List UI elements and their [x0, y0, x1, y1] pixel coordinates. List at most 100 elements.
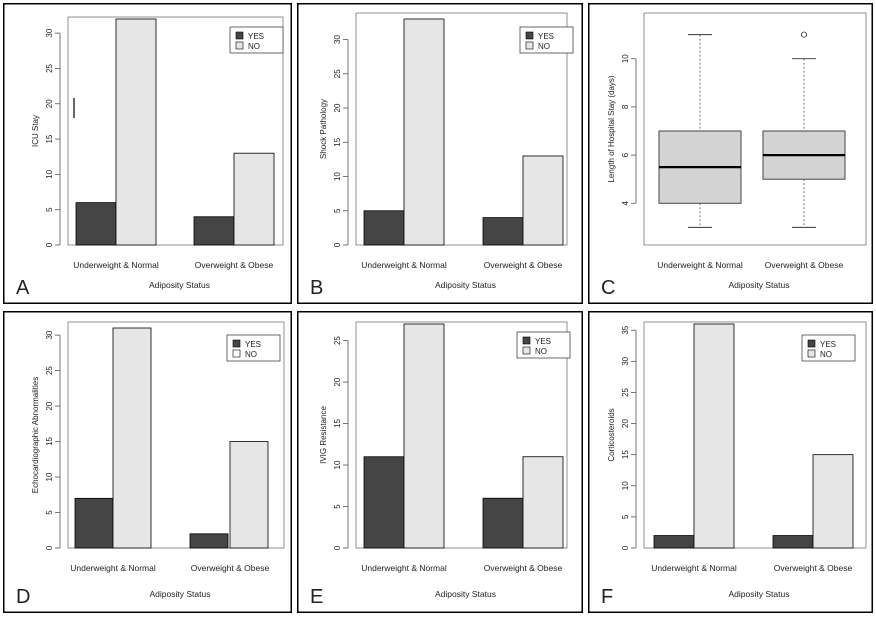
bar-yes	[74, 497, 114, 549]
y-tick-label: 30	[45, 330, 54, 339]
legend-swatch	[232, 339, 241, 348]
bar-yes	[189, 533, 229, 549]
x-category-label: Underweight & Normal	[361, 260, 447, 270]
legend-swatch	[522, 336, 531, 345]
y-tick-label: 25	[333, 69, 342, 78]
chart-a: 0 5 10 15 20 25 30 ICU Stay Underweight & Normal…	[3, 3, 292, 304]
legend-label: NO	[248, 42, 260, 51]
legend-label: YES	[535, 337, 551, 346]
bar-no	[403, 323, 445, 549]
y-tick-label: 4	[621, 200, 630, 205]
y-axis-label: Shock Pathology	[319, 99, 328, 159]
y-tick-label: 25	[45, 63, 54, 72]
y-tick-label: 30	[621, 356, 630, 365]
x-axis-label: Adiposity Status	[729, 589, 790, 599]
legend-swatch	[235, 41, 244, 50]
legend-swatch	[807, 339, 816, 348]
panel-letter: C	[601, 277, 615, 299]
x-category-label: Overweight & Obese	[765, 260, 844, 270]
y-tick-label: 0	[333, 545, 342, 550]
panel-c: 4 6 8 10 Length of Hospital Stay (days) Under…	[588, 3, 873, 304]
plot-area	[643, 12, 867, 246]
x-category-label: Underweight & Normal	[651, 563, 737, 573]
y-tick-label: 20	[333, 103, 342, 112]
legend-label: NO	[538, 42, 550, 51]
legend-swatch	[232, 349, 241, 358]
x-axis-label: Adiposity Status	[150, 589, 211, 599]
chart-f: 0 5 10 15 20 25 30 35 Corticosteroids Underweight…	[588, 311, 873, 613]
y-tick-label: 25	[621, 387, 630, 396]
x-category-label: Underweight & Normal	[657, 260, 743, 270]
y-axis-label: ICU Stay	[31, 115, 40, 147]
x-category-label: Underweight & Normal	[361, 563, 447, 573]
y-tick-label: 5	[333, 504, 342, 509]
x-axis-label: Adiposity Status	[149, 280, 210, 290]
panel-f: 0 5 10 15 20 25 30 35 Corticosteroids Underweight…	[588, 311, 873, 613]
y-tick-label: 0	[45, 242, 54, 247]
panel-b: 0 5 10 15 20 25 30 Shock Pathology Underweight &…	[297, 3, 583, 304]
legend-label: YES	[538, 32, 554, 41]
legend-swatch	[235, 31, 244, 40]
x-category-label: Overweight & Obese	[484, 563, 563, 573]
y-tick-label: 10	[45, 169, 54, 178]
legend-label: NO	[820, 350, 832, 359]
bar-yes	[772, 535, 814, 549]
y-tick-label: 15	[621, 450, 630, 459]
y-tick-label: 25	[333, 336, 342, 345]
y-tick-label: 5	[621, 514, 630, 519]
panel-letter: F	[601, 586, 613, 608]
y-tick-label: 0	[333, 242, 342, 247]
chart-b: 0 5 10 15 20 25 30 Shock Pathology Underweight &…	[297, 3, 583, 304]
panel-letter: D	[16, 586, 30, 608]
y-tick-label: 5	[45, 207, 54, 212]
bar-no	[229, 441, 269, 549]
bar-no	[403, 18, 445, 246]
y-tick-label: 15	[45, 437, 54, 446]
bar-yes	[482, 497, 524, 549]
bar-no	[522, 456, 564, 549]
x-category-label: Overweight & Obese	[195, 260, 274, 270]
y-tick-label: 10	[45, 472, 54, 481]
plot-area	[355, 321, 568, 549]
panel-e: 0 5 10 15 20 25 IVIG Resistance Underweight & N…	[297, 311, 583, 613]
legend-label: YES	[248, 32, 264, 41]
panel-d: 0 5 10 15 20 25 30 Echocardiographic Abnormalit…	[3, 311, 292, 613]
legend-swatch	[525, 31, 534, 40]
bar-no	[233, 152, 275, 246]
y-tick-label: 10	[333, 460, 342, 469]
bar-yes	[482, 217, 524, 246]
y-tick-label: 0	[621, 545, 630, 550]
y-tick-label: 30	[45, 28, 54, 37]
y-tick-label: 25	[45, 366, 54, 375]
y-tick-label: 20	[621, 419, 630, 428]
y-tick-label: 5	[333, 208, 342, 213]
legend-label: NO	[535, 347, 547, 356]
legend-swatch	[522, 346, 531, 355]
x-category-label: Underweight & Normal	[70, 563, 156, 573]
y-tick-label: 5	[45, 510, 54, 515]
bar-yes	[363, 210, 405, 246]
y-axis-label: Corticosteroids	[607, 408, 616, 461]
panel-letter: A	[16, 277, 30, 299]
bar-yes	[193, 216, 235, 246]
x-axis-label: Adiposity Status	[435, 280, 496, 290]
x-axis-label: Adiposity Status	[435, 589, 496, 599]
y-tick-label: 10	[621, 481, 630, 490]
bar-yes	[363, 456, 405, 549]
y-tick-label: 20	[45, 401, 54, 410]
x-category-label: Overweight & Obese	[774, 563, 853, 573]
panel-a: 0 5 10 15 20 25 30 ICU Stay Underweight & Normal…	[3, 3, 292, 304]
chart-e: 0 5 10 15 20 25 IVIG Resistance Underweight & N…	[297, 311, 583, 613]
bar-yes	[653, 535, 695, 549]
legend-label: NO	[245, 350, 257, 359]
x-category-label: Overweight & Obese	[484, 260, 563, 270]
y-tick-label: 20	[45, 99, 54, 108]
y-axis-label: IVIG Resistance	[319, 406, 328, 464]
panel-letter: B	[310, 277, 323, 299]
legend-label: YES	[820, 340, 836, 349]
y-tick-label: 35	[621, 325, 630, 334]
chart-d: 0 5 10 15 20 25 30 Echocardiographic Abnormalit…	[3, 311, 292, 613]
bar-no	[812, 454, 854, 549]
y-axis-label: Echocardiographic Abnormalities	[31, 377, 40, 494]
y-tick-label: 15	[333, 137, 342, 146]
